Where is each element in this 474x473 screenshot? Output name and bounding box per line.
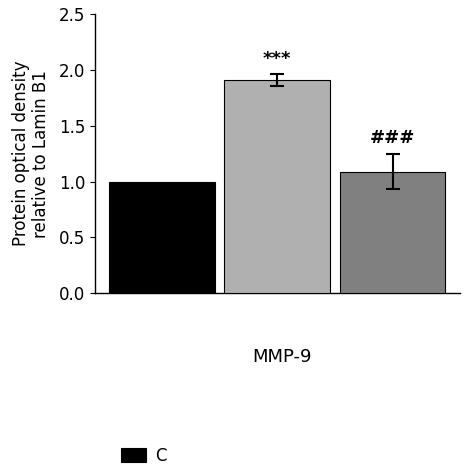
Text: ###: ###: [370, 129, 415, 147]
Bar: [225, 80, 330, 293]
Bar: [109, 182, 215, 293]
Legend: C, U, R: C, U, R: [121, 447, 167, 473]
Text: ***: ***: [263, 50, 292, 68]
Text: MMP-9: MMP-9: [252, 348, 312, 366]
Y-axis label: Protein optical density
relative to Lamin B1: Protein optical density relative to Lami…: [11, 61, 50, 246]
Bar: [340, 172, 446, 293]
